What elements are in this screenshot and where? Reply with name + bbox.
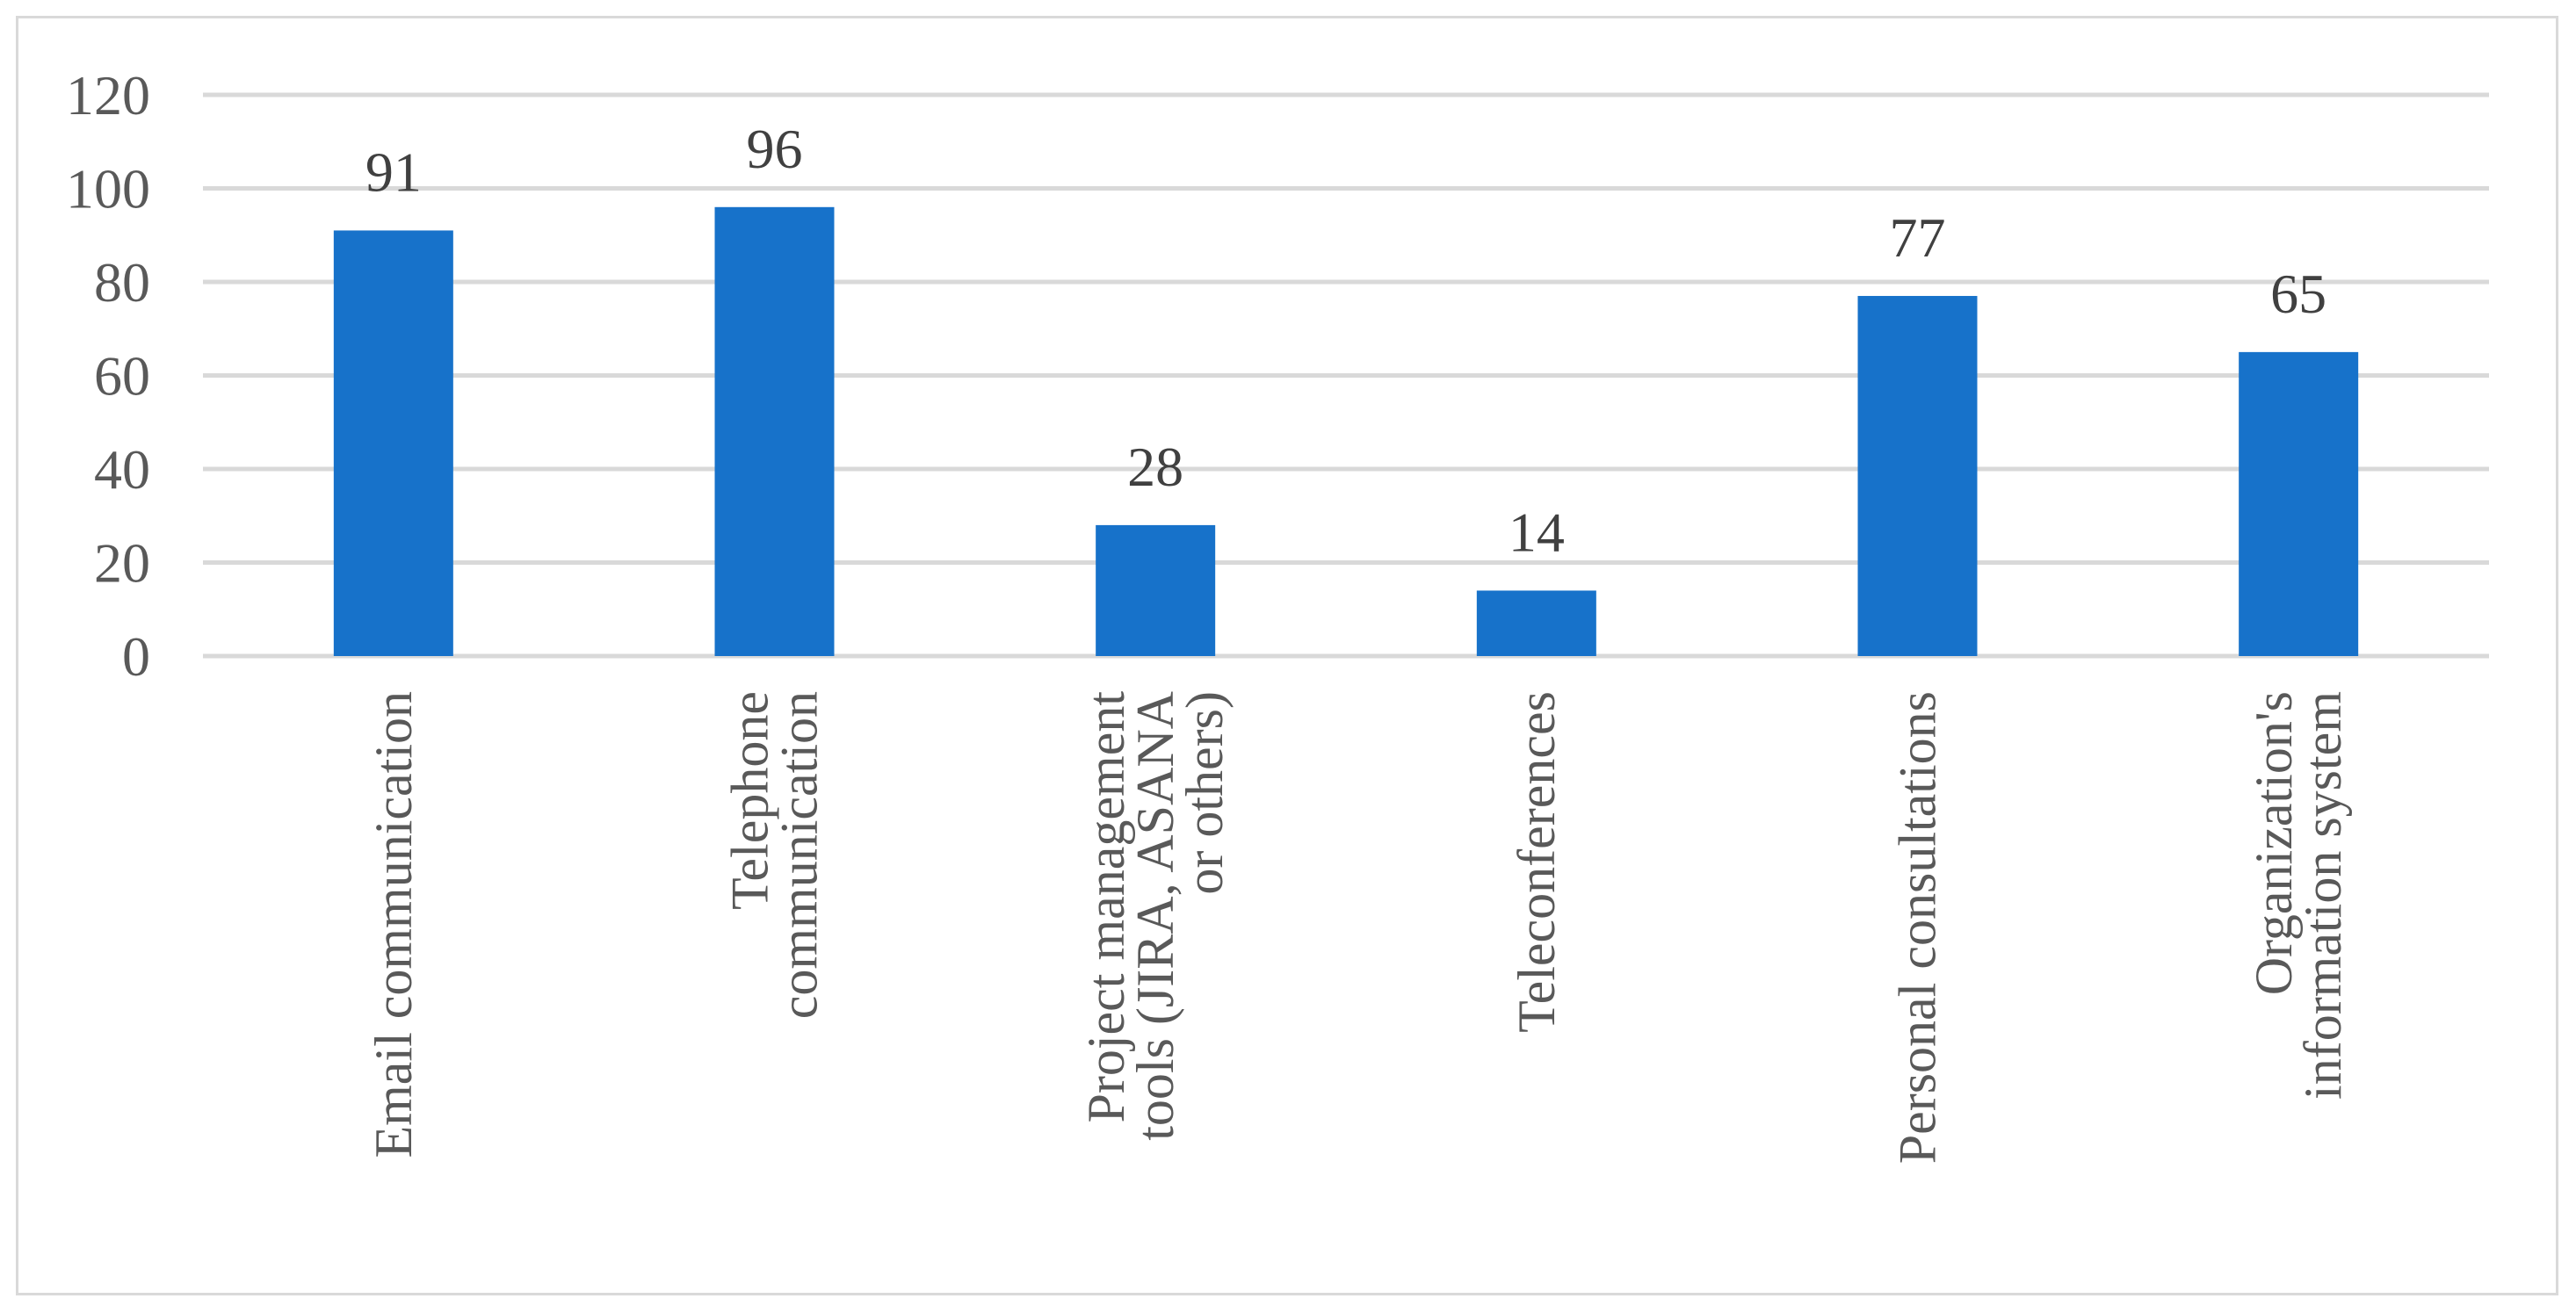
data-label: 14 [1509,501,1565,563]
bar-chart: 0 20 40 60 80 100 120 91 96 28 14 77 65 Email commu… [66,64,2489,1165]
bar [1096,524,1216,656]
data-label: 28 [1127,436,1183,498]
y-tick-label: 60 [94,345,150,408]
y-tick-label: 100 [66,158,150,220]
data-label: 96 [747,118,803,180]
category-label: Teleconferences [1508,691,1566,1033]
category-label-line: Telephone [721,691,779,910]
category-label: Personal consultations [1889,691,1947,1164]
gridlines [203,92,2489,659]
chart-frame: 0 20 40 60 80 100 120 91 96 28 14 77 65 Email commu… [16,16,2558,1295]
y-tick-label: 0 [122,625,150,688]
category-label-line: Personal consultations [1889,691,1947,1164]
y-tick-label: 20 [94,532,150,595]
data-label: 65 [2270,263,2326,325]
category-label-line: tools (JIRA, ASANA [1126,691,1184,1141]
category-label-line: information system [2294,691,2352,1100]
y-tick-label: 120 [66,64,150,126]
bar [333,230,453,656]
data-label: 77 [1890,206,1946,269]
category-label-line: Project management [1077,691,1135,1123]
y-axis-ticks: 0 20 40 60 80 100 120 [66,64,150,688]
bar [1476,590,1596,656]
bar [2239,351,2359,656]
category-label-line: or others) [1176,691,1234,895]
bar [714,206,835,657]
y-tick-label: 40 [94,438,150,501]
category-label-line: Teleconferences [1508,691,1566,1033]
category-label-line: communication [771,691,829,1019]
bar [1857,295,1978,656]
category-label-line: Organization's [2245,691,2303,995]
data-labels: 91 96 28 14 77 65 [365,118,2326,564]
data-label: 91 [365,141,422,203]
bars [333,206,2359,657]
category-label-line: Email communication [365,691,423,1158]
category-label: Email communication [365,691,423,1158]
x-axis-categories: Email communication Telephonecommunicatio… [365,691,2352,1165]
y-tick-label: 80 [94,251,150,314]
